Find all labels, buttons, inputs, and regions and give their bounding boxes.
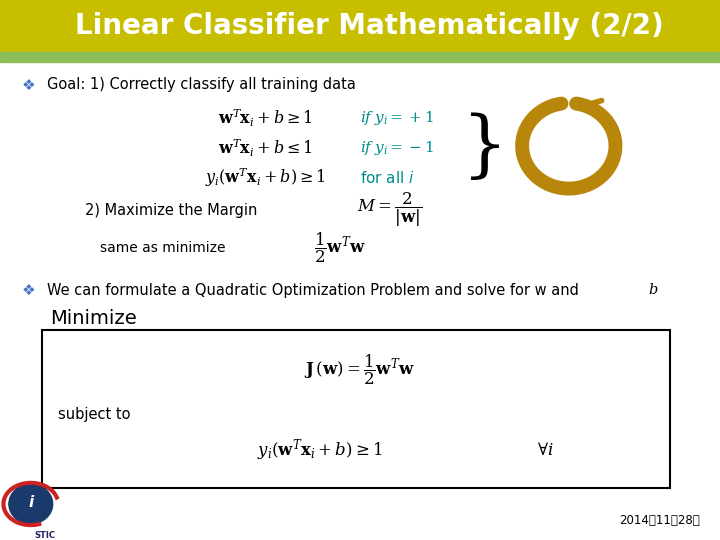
Text: $\dfrac{1}{2}\mathbf{w}^T\mathbf{w}$: $\dfrac{1}{2}\mathbf{w}^T\mathbf{w}$ [314, 231, 366, 265]
Text: i: i [28, 495, 33, 510]
Text: Linear Classifier Mathematically (2/2): Linear Classifier Mathematically (2/2) [75, 12, 664, 40]
Text: subject to: subject to [58, 408, 130, 422]
Text: Minimize: Minimize [50, 308, 137, 327]
Text: $b$: $b$ [648, 282, 658, 298]
Text: STIC: STIC [34, 530, 55, 539]
Text: $y_i(\mathbf{w}^T\mathbf{x}_i + b) \geq 1$: $y_i(\mathbf{w}^T\mathbf{x}_i + b) \geq … [204, 167, 325, 190]
Circle shape [9, 484, 53, 524]
Text: Goal: 1) Correctly classify all training data: Goal: 1) Correctly classify all training… [47, 78, 356, 92]
Text: ❖: ❖ [22, 282, 35, 298]
Text: $y_i(\mathbf{w}^T\mathbf{x}_i + b) \geq 1$: $y_i(\mathbf{w}^T\mathbf{x}_i + b) \geq … [257, 437, 383, 463]
Text: $\mathbf{J}\,(\mathbf{w}) = \dfrac{1}{2}\mathbf{w}^T\mathbf{w}$: $\mathbf{J}\,(\mathbf{w}) = \dfrac{1}{2}… [305, 353, 415, 387]
Bar [0, 0, 720, 52]
Text: ❖: ❖ [22, 78, 35, 92]
Text: $if\;y_i = +1$: $if\;y_i = +1$ [360, 109, 433, 127]
Text: same as minimize: same as minimize [100, 241, 225, 255]
Text: We can formulate a Quadratic Optimization Problem and solve for w and: We can formulate a Quadratic Optimizatio… [47, 282, 583, 298]
Text: $if\;y_i = -1$: $if\;y_i = -1$ [360, 139, 433, 157]
Text: $\mathbf{w}^T\mathbf{x}_i + b \geq 1$: $\mathbf{w}^T\mathbf{x}_i + b \geq 1$ [217, 107, 312, 129]
Text: 2) Maximize the Margin: 2) Maximize the Margin [85, 202, 257, 218]
FancyBboxPatch shape [42, 330, 670, 488]
Text: }: } [462, 113, 508, 183]
Text: $\forall i$: $\forall i$ [536, 441, 553, 459]
Text: for all $i$: for all $i$ [360, 170, 415, 186]
Text: $\mathbf{w}^T\mathbf{x}_i + b \leq 1$: $\mathbf{w}^T\mathbf{x}_i + b \leq 1$ [217, 137, 312, 159]
Text: $M = \dfrac{2}{|\mathbf{w}|}$: $M = \dfrac{2}{|\mathbf{w}|}$ [358, 191, 423, 229]
Bar [0, 52, 720, 62]
Text: 2014年11月28日: 2014年11月28日 [619, 514, 700, 526]
